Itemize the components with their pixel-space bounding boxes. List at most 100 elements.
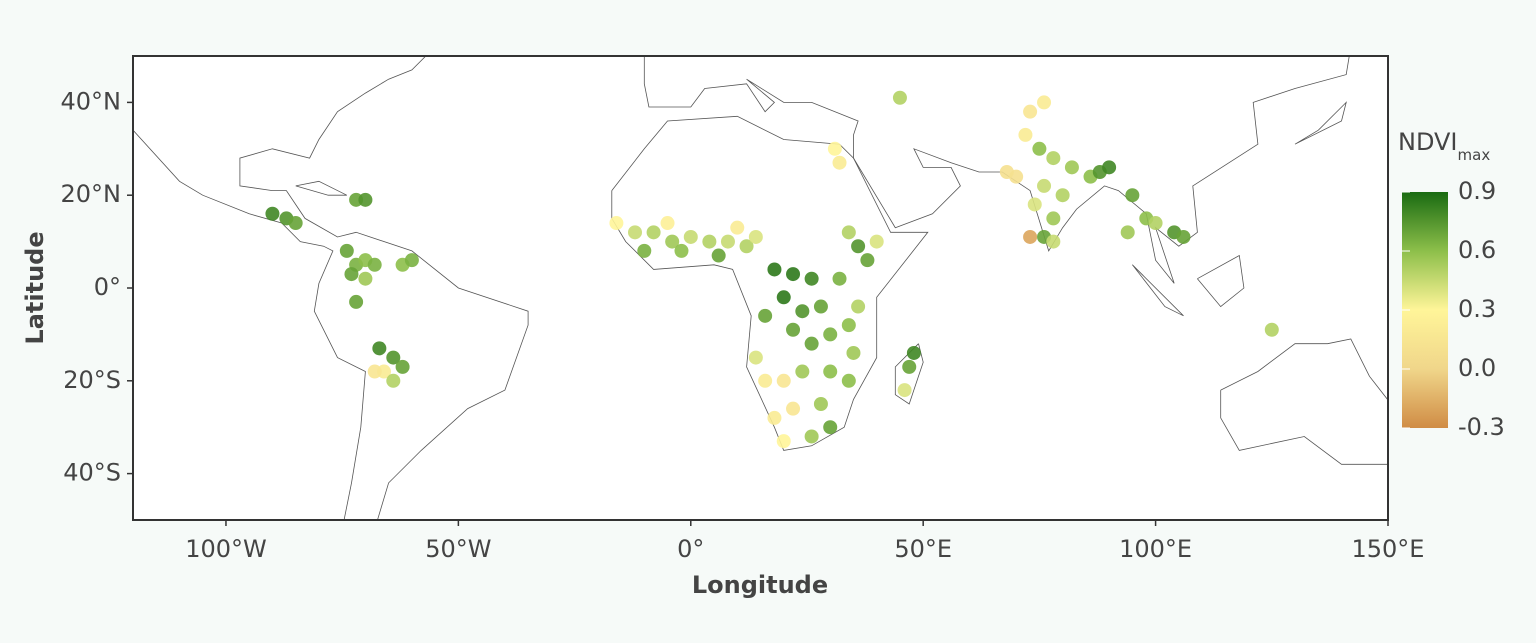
x-tick-label: 150°E — [1352, 535, 1425, 563]
data-point — [851, 299, 866, 314]
data-point — [339, 243, 354, 258]
data-point — [1264, 322, 1279, 337]
data-point — [1176, 229, 1191, 244]
data-point — [758, 308, 773, 323]
data-point — [730, 220, 745, 235]
points — [265, 90, 1279, 449]
y-tick-label: 20°N — [61, 180, 122, 208]
data-point — [786, 401, 801, 416]
colorbar-title: NDVImax — [1398, 128, 1490, 164]
data-point — [720, 234, 735, 249]
colorbar-tick-label: 0.0 — [1458, 354, 1496, 382]
coastline — [1220, 338, 1388, 465]
data-point — [869, 234, 884, 249]
colorbar-tick-label: -0.3 — [1458, 413, 1505, 441]
data-point — [860, 253, 875, 268]
data-point — [1018, 127, 1033, 142]
data-point — [832, 155, 847, 170]
data-point — [1037, 95, 1052, 110]
colorbar-title-sub: max — [1458, 146, 1491, 164]
data-point — [823, 420, 838, 435]
data-point — [609, 216, 624, 231]
x-tick-label: 0° — [677, 535, 704, 563]
data-point — [795, 304, 810, 319]
x-tick-label: 50°W — [425, 535, 491, 563]
data-point — [841, 373, 856, 388]
data-point — [776, 290, 791, 305]
data-point — [683, 229, 698, 244]
data-point — [1046, 151, 1061, 166]
data-point — [999, 165, 1014, 179]
data-point — [344, 267, 359, 282]
data-point — [372, 341, 387, 356]
data-point — [358, 192, 373, 207]
data-point — [660, 216, 675, 231]
data-point — [823, 364, 838, 379]
data-point — [1055, 188, 1070, 203]
data-point — [1102, 160, 1117, 175]
data-point — [823, 327, 838, 342]
data-point — [748, 350, 763, 365]
y-tick-label: 40°S — [63, 459, 121, 487]
data-point — [906, 345, 921, 360]
data-point — [758, 373, 773, 388]
coastline — [611, 115, 929, 451]
data-point — [1120, 225, 1135, 240]
data-point — [674, 243, 689, 258]
data-point — [748, 229, 763, 244]
data-point — [767, 410, 782, 425]
data-point — [786, 322, 801, 337]
data-point — [813, 299, 828, 314]
data-point — [702, 234, 717, 249]
data-point — [804, 429, 819, 444]
y-tick-label: 40°N — [61, 87, 122, 115]
data-point — [265, 206, 280, 221]
colorbar-tick-label: 0.6 — [1458, 236, 1496, 264]
data-point — [846, 345, 861, 360]
coastline — [1132, 264, 1184, 317]
data-point — [804, 336, 819, 351]
y-tick-label: 0° — [94, 273, 121, 301]
data-point — [776, 373, 791, 388]
data-point — [776, 434, 791, 449]
data-point — [1027, 197, 1042, 212]
data-point — [1037, 178, 1052, 193]
data-point — [841, 318, 856, 333]
data-point — [786, 267, 801, 282]
y-tick-label: 20°S — [63, 366, 121, 394]
data-point — [1148, 216, 1163, 231]
colorbar-tick-label: 0.9 — [1458, 177, 1496, 205]
data-point — [1032, 141, 1047, 156]
plot-background — [133, 56, 1388, 520]
data-point — [288, 216, 303, 231]
data-point — [711, 248, 726, 263]
data-point — [767, 262, 782, 277]
coastline — [894, 343, 924, 405]
x-tick-label: 50°E — [894, 535, 952, 563]
data-point — [813, 397, 828, 411]
data-point — [646, 225, 661, 240]
data-point — [395, 359, 410, 374]
data-point — [358, 271, 373, 286]
data-point — [404, 253, 419, 268]
data-point — [851, 239, 866, 254]
data-point — [1125, 188, 1140, 203]
data-point — [827, 141, 842, 156]
data-point — [349, 294, 364, 309]
data-point — [637, 243, 652, 258]
data-point — [739, 239, 754, 254]
data-point — [804, 271, 819, 286]
data-point — [841, 225, 856, 240]
y-axis-label: Latitude — [21, 231, 49, 344]
data-point — [628, 225, 642, 240]
x-tick-label: 100°W — [185, 535, 267, 563]
coastline — [295, 180, 347, 196]
x-axis-label: Longitude — [692, 571, 828, 599]
coastline — [133, 56, 529, 520]
data-point — [1023, 229, 1038, 244]
coastline — [1197, 254, 1245, 308]
coastline — [1294, 101, 1347, 145]
data-point — [892, 90, 907, 105]
data-point — [897, 383, 912, 398]
data-point — [832, 271, 847, 286]
